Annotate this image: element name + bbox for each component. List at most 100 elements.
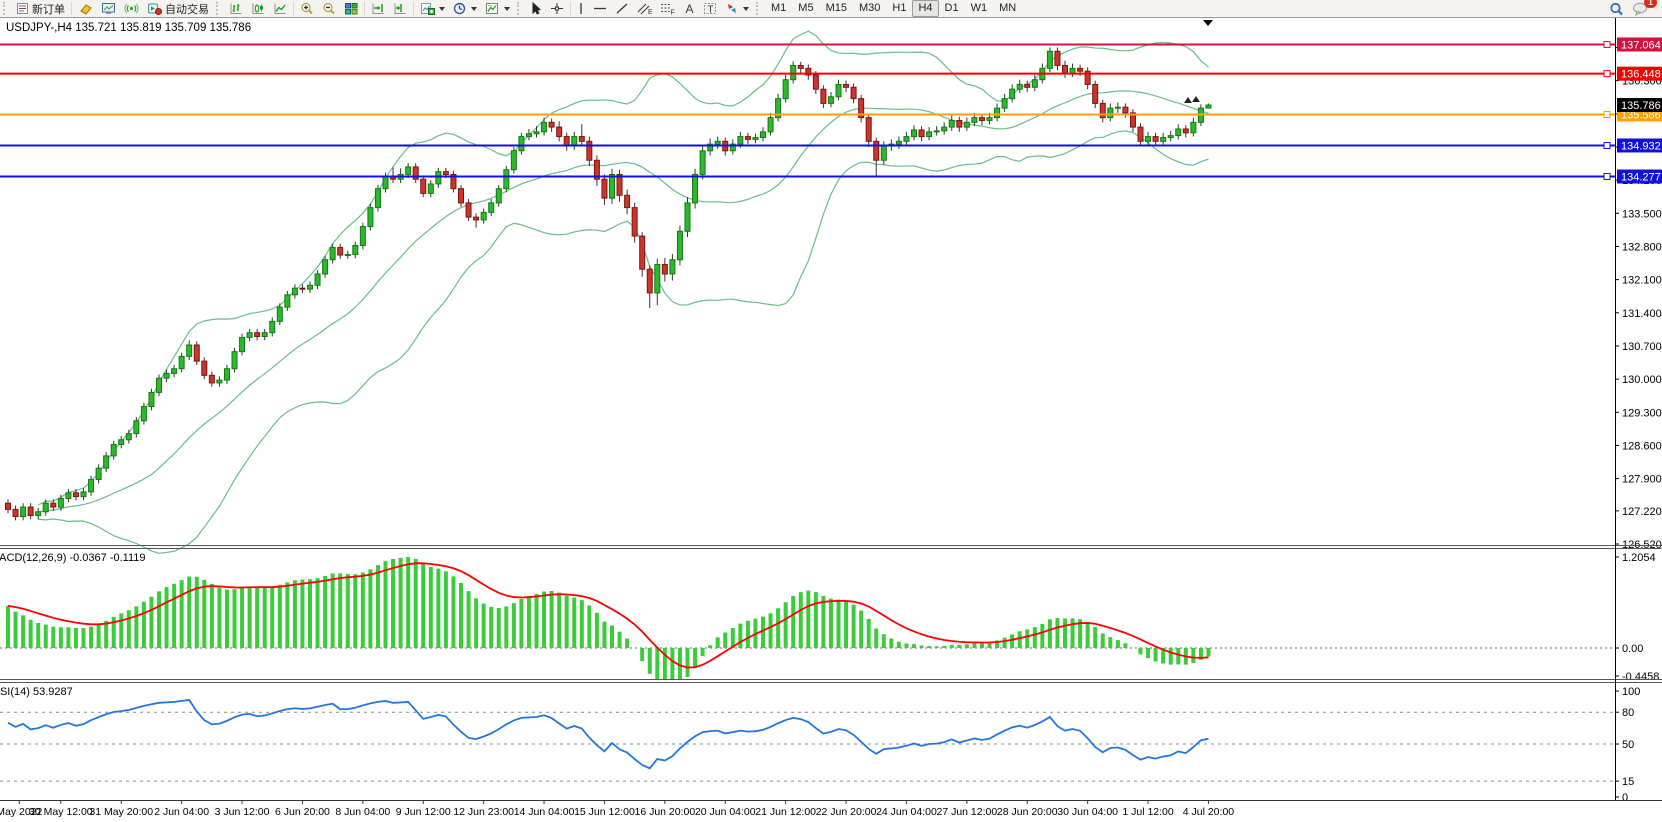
- time-axis-label: May 2022: [0, 806, 43, 818]
- line-chart-type-button[interactable]: [269, 0, 291, 17]
- candle-body: [1001, 98, 1008, 109]
- horizontal-line-tool-button[interactable]: [589, 0, 611, 17]
- crosshair-tool-button[interactable]: [546, 0, 568, 17]
- timeframe-button-m5[interactable]: M5: [798, 2, 814, 14]
- candle-body: [760, 131, 766, 139]
- periods-button[interactable]: [449, 0, 481, 17]
- candle-body: [548, 121, 555, 128]
- price-line-handle[interactable]: [1603, 173, 1611, 181]
- candle-body: [820, 88, 827, 104]
- signal-icon: [124, 2, 139, 15]
- zoom-in-button[interactable]: [296, 0, 318, 17]
- templates-button[interactable]: [481, 0, 514, 17]
- timeframe-button-m15[interactable]: M15: [825, 2, 847, 14]
- timeframe-button-m30[interactable]: M30: [858, 2, 881, 14]
- line-chart-icon: [273, 2, 287, 15]
- toolbar-grip[interactable]: [756, 2, 763, 15]
- horizontal-price-lines[interactable]: [0, 40, 1615, 181]
- candle-body: [676, 230, 683, 261]
- trendline-icon: [615, 2, 629, 15]
- price-line-handle[interactable]: [1603, 110, 1611, 118]
- candle-body: [352, 245, 359, 256]
- price-badge: [1617, 37, 1662, 52]
- fibonacci-tool-button[interactable]: F: [656, 0, 679, 17]
- price-line-handle[interactable]: [1603, 141, 1611, 149]
- candle-body: [307, 284, 313, 290]
- candle-body: [1182, 128, 1189, 134]
- time-axis-label: 21 Jun 12:00: [755, 806, 816, 818]
- svg-text:50: 50: [1622, 739, 1634, 751]
- text-tool-button[interactable]: A: [679, 0, 699, 17]
- timeframe-button-h4[interactable]: H4: [912, 0, 939, 17]
- candle-body: [744, 136, 751, 140]
- candle-body: [382, 175, 389, 190]
- chart-shift-button[interactable]: [389, 0, 411, 17]
- candle-body: [835, 83, 842, 98]
- toolbar-grip[interactable]: [517, 2, 524, 15]
- indicators-button[interactable]: [416, 0, 449, 17]
- candle-body: [201, 360, 208, 376]
- notifications-button[interactable]: 1: [1628, 0, 1657, 17]
- new-order-button[interactable]: 新订单: [12, 0, 69, 17]
- svg-text:0: 0: [1622, 792, 1628, 804]
- auto-scroll-button[interactable]: [367, 0, 389, 17]
- candle-body: [193, 344, 200, 362]
- candle-body: [420, 178, 427, 194]
- timeframe-button-w1[interactable]: W1: [970, 2, 988, 14]
- candle-body: [178, 355, 185, 370]
- candle-body: [299, 287, 306, 290]
- vertical-line-tool-button[interactable]: [573, 0, 589, 17]
- price-badge: [1617, 138, 1662, 153]
- candle-body: [956, 119, 963, 128]
- macd-panel: 1.2054 0.00 -0.4458: [0, 552, 1659, 683]
- zoom-out-button[interactable]: [318, 0, 340, 17]
- timeframe-button-d1[interactable]: D1: [944, 2, 959, 14]
- arrows-tool-button[interactable]: [721, 0, 753, 17]
- candle-body: [752, 137, 759, 140]
- timeframe-button-h1[interactable]: H1: [892, 2, 907, 14]
- channel-tool-button[interactable]: E: [633, 0, 656, 17]
- candle-body: [1152, 136, 1159, 142]
- cursor-tool-button[interactable]: [526, 0, 546, 17]
- zoom-in-icon: [300, 2, 314, 15]
- monitor-chart-icon: [101, 2, 116, 15]
- svg-text:128.600: 128.600: [1622, 440, 1662, 452]
- timeframe-button-m1[interactable]: M1: [771, 2, 787, 14]
- candle-body: [911, 129, 917, 138]
- signals-button[interactable]: [120, 0, 143, 17]
- candle-body: [1190, 121, 1197, 134]
- autotrading-button[interactable]: 自动交易: [143, 0, 213, 17]
- candle-body: [714, 140, 721, 145]
- chart-shift-marker[interactable]: [1203, 20, 1213, 26]
- candle-body: [1129, 112, 1136, 128]
- tile-windows-button[interactable]: [340, 0, 362, 17]
- toolbar-grip[interactable]: [216, 2, 223, 15]
- time-axis-label: 9 Jun 12:00: [396, 806, 451, 818]
- candle-body: [948, 119, 955, 128]
- price-line-handle[interactable]: [1603, 70, 1611, 78]
- text-label-tool-button[interactable]: T: [699, 0, 721, 17]
- eraser-button[interactable]: [74, 0, 97, 17]
- price-badge: [1617, 169, 1662, 184]
- chart-window-button[interactable]: [97, 0, 120, 17]
- price-line-handle[interactable]: [1603, 40, 1611, 48]
- bar-chart-type-button[interactable]: [225, 0, 247, 17]
- crosshair-icon: [550, 2, 564, 15]
- candle-body: [412, 166, 419, 180]
- macd-signal-line: [7, 562, 1209, 669]
- svg-text:132.100: 132.100: [1622, 275, 1662, 287]
- timeframe-button-mn[interactable]: MN: [999, 2, 1017, 14]
- time-axis-label: 14 Jun 04:00: [514, 806, 575, 818]
- search-button[interactable]: [1605, 0, 1628, 17]
- trendline-tool-button[interactable]: [611, 0, 633, 17]
- candlestick-type-button[interactable]: [247, 0, 269, 17]
- candle-body: [27, 506, 34, 517]
- toolbar-grip[interactable]: [3, 2, 10, 15]
- template-icon: [485, 2, 500, 15]
- candle-body: [556, 126, 563, 138]
- candle-body: [276, 306, 283, 322]
- time-axis-label: 30 May 12:00: [29, 806, 93, 818]
- tile-windows-icon: [344, 2, 358, 15]
